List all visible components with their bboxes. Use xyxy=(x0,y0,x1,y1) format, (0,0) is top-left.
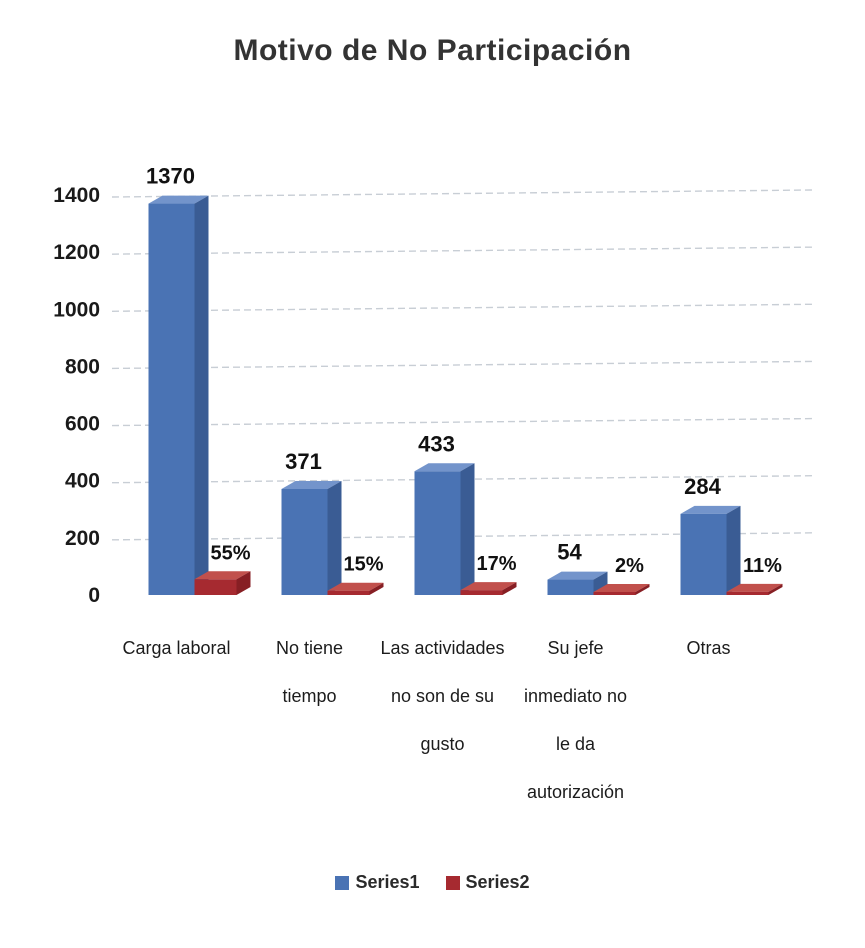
x-axis-category-label-line: tiempo xyxy=(282,686,337,706)
legend-item-series2: Series2 xyxy=(445,872,530,893)
legend-label-series1: Series1 xyxy=(355,872,420,892)
x-axis-category-labels: Carga laboral No tiene tiempo Las actividad… xyxy=(110,624,775,816)
x-axis-category-label-line: Carga laboral xyxy=(122,638,231,658)
series2-value-label: 11% xyxy=(743,555,782,577)
x-axis-category-label: Carga laboral xyxy=(110,624,243,816)
bar-series1 xyxy=(547,579,594,595)
gridline xyxy=(111,189,813,198)
x-axis-category-label: Otras xyxy=(642,624,775,816)
bar-series2-side-face xyxy=(768,583,783,595)
x-axis-category-label-line: le da xyxy=(555,734,596,754)
bar-series1-side-face xyxy=(593,571,608,595)
series2-value-label: 15% xyxy=(343,554,383,576)
y-axis-tick-label: 1200 xyxy=(53,241,100,264)
bar-series1 xyxy=(148,203,195,596)
bar-series2-side-face xyxy=(236,571,251,595)
bar-series2 xyxy=(460,590,503,595)
series1-value-label: 54 xyxy=(557,540,582,565)
series2-swatch-icon xyxy=(445,875,460,890)
bar-series2 xyxy=(593,592,636,595)
bar-series1-top-face xyxy=(281,481,342,489)
y-axis-tick-label: 0 xyxy=(88,584,100,607)
bar-series1-side-face xyxy=(327,481,342,595)
series2-value-label: 17% xyxy=(476,553,516,575)
bar-series1-side-face xyxy=(726,505,741,595)
x-axis-category-label-line: No tiene xyxy=(275,638,344,658)
y-axis-tick-label: 600 xyxy=(65,413,100,436)
y-axis-tick-label: 800 xyxy=(65,355,100,378)
x-axis-category-label: No tiene tiempo xyxy=(243,624,376,816)
bar-series2-side-face xyxy=(369,582,384,595)
series1-swatch-icon xyxy=(335,875,350,890)
bar-series1 xyxy=(414,471,461,595)
x-axis-category-label-line: Otras xyxy=(686,638,731,658)
gridline xyxy=(111,303,813,312)
x-axis-category-label-line: gusto xyxy=(420,734,465,754)
bar-series2-top-face xyxy=(327,582,384,591)
bar-series2-top-face xyxy=(726,583,783,592)
bar-series1-top-face xyxy=(148,195,209,204)
y-axis-tick-label: 1000 xyxy=(53,298,100,321)
bar-series2-side-face xyxy=(635,584,650,595)
chart-legend: Series1 Series2 xyxy=(0,872,865,893)
x-axis-category-label: Las actividades no son de su gusto xyxy=(376,624,509,816)
gridline xyxy=(111,246,813,255)
bar-series2 xyxy=(327,590,370,595)
bar-series1-side-face xyxy=(460,463,475,595)
x-axis-category-label-line: Su jefe xyxy=(547,638,604,658)
bar-series1-top-face xyxy=(547,571,608,580)
series1-value-label: 433 xyxy=(418,431,455,456)
x-axis-category-label-line: autorización xyxy=(526,782,625,802)
series2-value-label: 2% xyxy=(615,555,644,577)
y-axis-tick-label: 1400 xyxy=(53,184,100,207)
legend-item-series1: Series1 xyxy=(335,872,420,893)
series2-value-label: 55% xyxy=(210,542,250,564)
x-axis-category-label: Su jefe inmediato no le da autorización xyxy=(509,624,642,816)
series1-value-label: 371 xyxy=(285,449,322,474)
series1-value-label: 284 xyxy=(684,474,721,499)
bar-series1-side-face xyxy=(194,195,209,596)
legend-label-series2: Series2 xyxy=(465,872,530,892)
bar-series1 xyxy=(281,489,328,595)
bar-series2-top-face xyxy=(460,582,517,591)
gridline xyxy=(111,417,813,427)
gridline xyxy=(111,360,813,370)
bar-series2-top-face xyxy=(194,571,251,580)
bar-series1-top-face xyxy=(414,463,475,472)
x-axis-category-label-line: Las actividades xyxy=(380,638,505,658)
y-axis-tick-label: 200 xyxy=(65,527,100,550)
chart-title: Motivo de No Participación xyxy=(233,34,632,67)
bar-series1 xyxy=(680,513,727,595)
bar-series2-side-face xyxy=(502,582,517,595)
x-axis-category-label-line: no son de su xyxy=(390,686,495,706)
series1-value-label: 1370 xyxy=(146,164,195,189)
x-axis-category-label-line: inmediato no xyxy=(523,686,628,706)
bar-series1-top-face xyxy=(680,505,741,514)
bar-series2 xyxy=(726,591,769,595)
bar-series2-top-face xyxy=(593,584,650,592)
gridline xyxy=(111,475,813,484)
bar-series2 xyxy=(194,579,237,595)
y-axis-tick-label: 400 xyxy=(65,470,100,493)
